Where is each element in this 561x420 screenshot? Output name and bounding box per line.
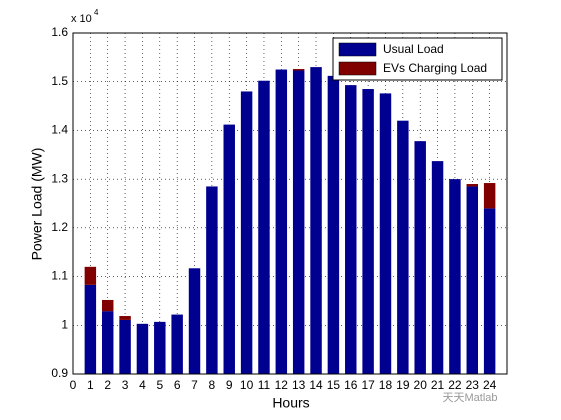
bar bbox=[466, 184, 479, 187]
y-tick-label: 1.2 bbox=[51, 220, 68, 234]
axes-box bbox=[72, 32, 508, 375]
x-tick-label: 18 bbox=[379, 378, 393, 392]
x-tick-label: 22 bbox=[448, 378, 462, 392]
bar bbox=[101, 311, 114, 374]
x-tick-label: 21 bbox=[431, 378, 445, 392]
x-tick-label: 6 bbox=[174, 378, 181, 392]
x-tick-label: 4 bbox=[139, 378, 146, 392]
x-tick-label: 15 bbox=[327, 378, 341, 392]
bar bbox=[292, 70, 305, 374]
y-tick-label: 0.9 bbox=[51, 366, 68, 380]
x-tick-label: 8 bbox=[209, 378, 216, 392]
bar bbox=[240, 91, 253, 374]
x-tick-label: 1 bbox=[87, 378, 94, 392]
x-tick-label: 9 bbox=[226, 378, 233, 392]
x-tick-label: 20 bbox=[414, 378, 428, 392]
bar bbox=[414, 141, 426, 374]
y-tick-label: 1.3 bbox=[51, 171, 68, 185]
bar bbox=[258, 80, 270, 375]
multiplier: x 10 bbox=[71, 13, 92, 25]
x-tick-label: 5 bbox=[156, 378, 163, 392]
x-tick-label: 10 bbox=[240, 378, 254, 392]
x-tick-label: 14 bbox=[309, 378, 323, 392]
y-axis-label: Power Load (MW) bbox=[29, 148, 45, 261]
x-tick-label: 0 bbox=[70, 378, 77, 392]
y-tick-label: 1.4 bbox=[51, 123, 68, 137]
bar bbox=[327, 75, 340, 375]
x-axis-label: Hours bbox=[272, 395, 309, 411]
bar bbox=[379, 93, 392, 375]
x-tick-label: 24 bbox=[483, 378, 497, 392]
x-tick-label: 16 bbox=[344, 378, 358, 392]
legend-label: EVs Charging Load bbox=[383, 61, 487, 75]
y-tick-label: 1 bbox=[61, 317, 68, 331]
legend-swatch bbox=[338, 61, 377, 76]
x-tick-label: 2 bbox=[104, 378, 111, 392]
bar bbox=[275, 69, 288, 375]
bar bbox=[483, 208, 496, 374]
bar bbox=[84, 284, 97, 374]
bar bbox=[154, 321, 166, 374]
bar bbox=[188, 268, 201, 374]
bar bbox=[310, 67, 322, 374]
watermark: 天天Matlab bbox=[442, 392, 497, 404]
legend-swatch bbox=[338, 42, 377, 57]
legend-label: Usual Load bbox=[383, 42, 444, 56]
multiplier-exponent: 4 bbox=[94, 8, 99, 17]
y-tick-label: 1.1 bbox=[51, 269, 68, 283]
bar bbox=[171, 314, 183, 374]
bar bbox=[449, 179, 461, 374]
bar bbox=[206, 186, 218, 374]
bar bbox=[136, 323, 149, 374]
bar bbox=[466, 186, 479, 374]
bar bbox=[292, 69, 305, 71]
x-tick-label: 19 bbox=[396, 378, 410, 392]
bar bbox=[345, 85, 357, 375]
x-tick-label: 13 bbox=[292, 378, 306, 392]
bar bbox=[119, 316, 131, 320]
x-tick-label: 11 bbox=[258, 378, 271, 392]
x-tick-label: 23 bbox=[466, 378, 480, 392]
bar bbox=[483, 183, 496, 209]
x-tick-label: 3 bbox=[122, 378, 129, 392]
bar bbox=[431, 161, 444, 374]
y-tick-label: 1.6 bbox=[51, 25, 68, 39]
bar bbox=[84, 266, 97, 285]
bar bbox=[101, 299, 114, 312]
y-tick-label: 1.5 bbox=[51, 74, 68, 88]
x-tick-label: 12 bbox=[275, 378, 289, 392]
bar bbox=[119, 319, 131, 374]
x-tick-label: 7 bbox=[191, 378, 198, 392]
bar bbox=[223, 124, 235, 374]
x-tick-label: 17 bbox=[361, 378, 375, 392]
bar bbox=[362, 89, 374, 375]
bar bbox=[397, 120, 409, 374]
